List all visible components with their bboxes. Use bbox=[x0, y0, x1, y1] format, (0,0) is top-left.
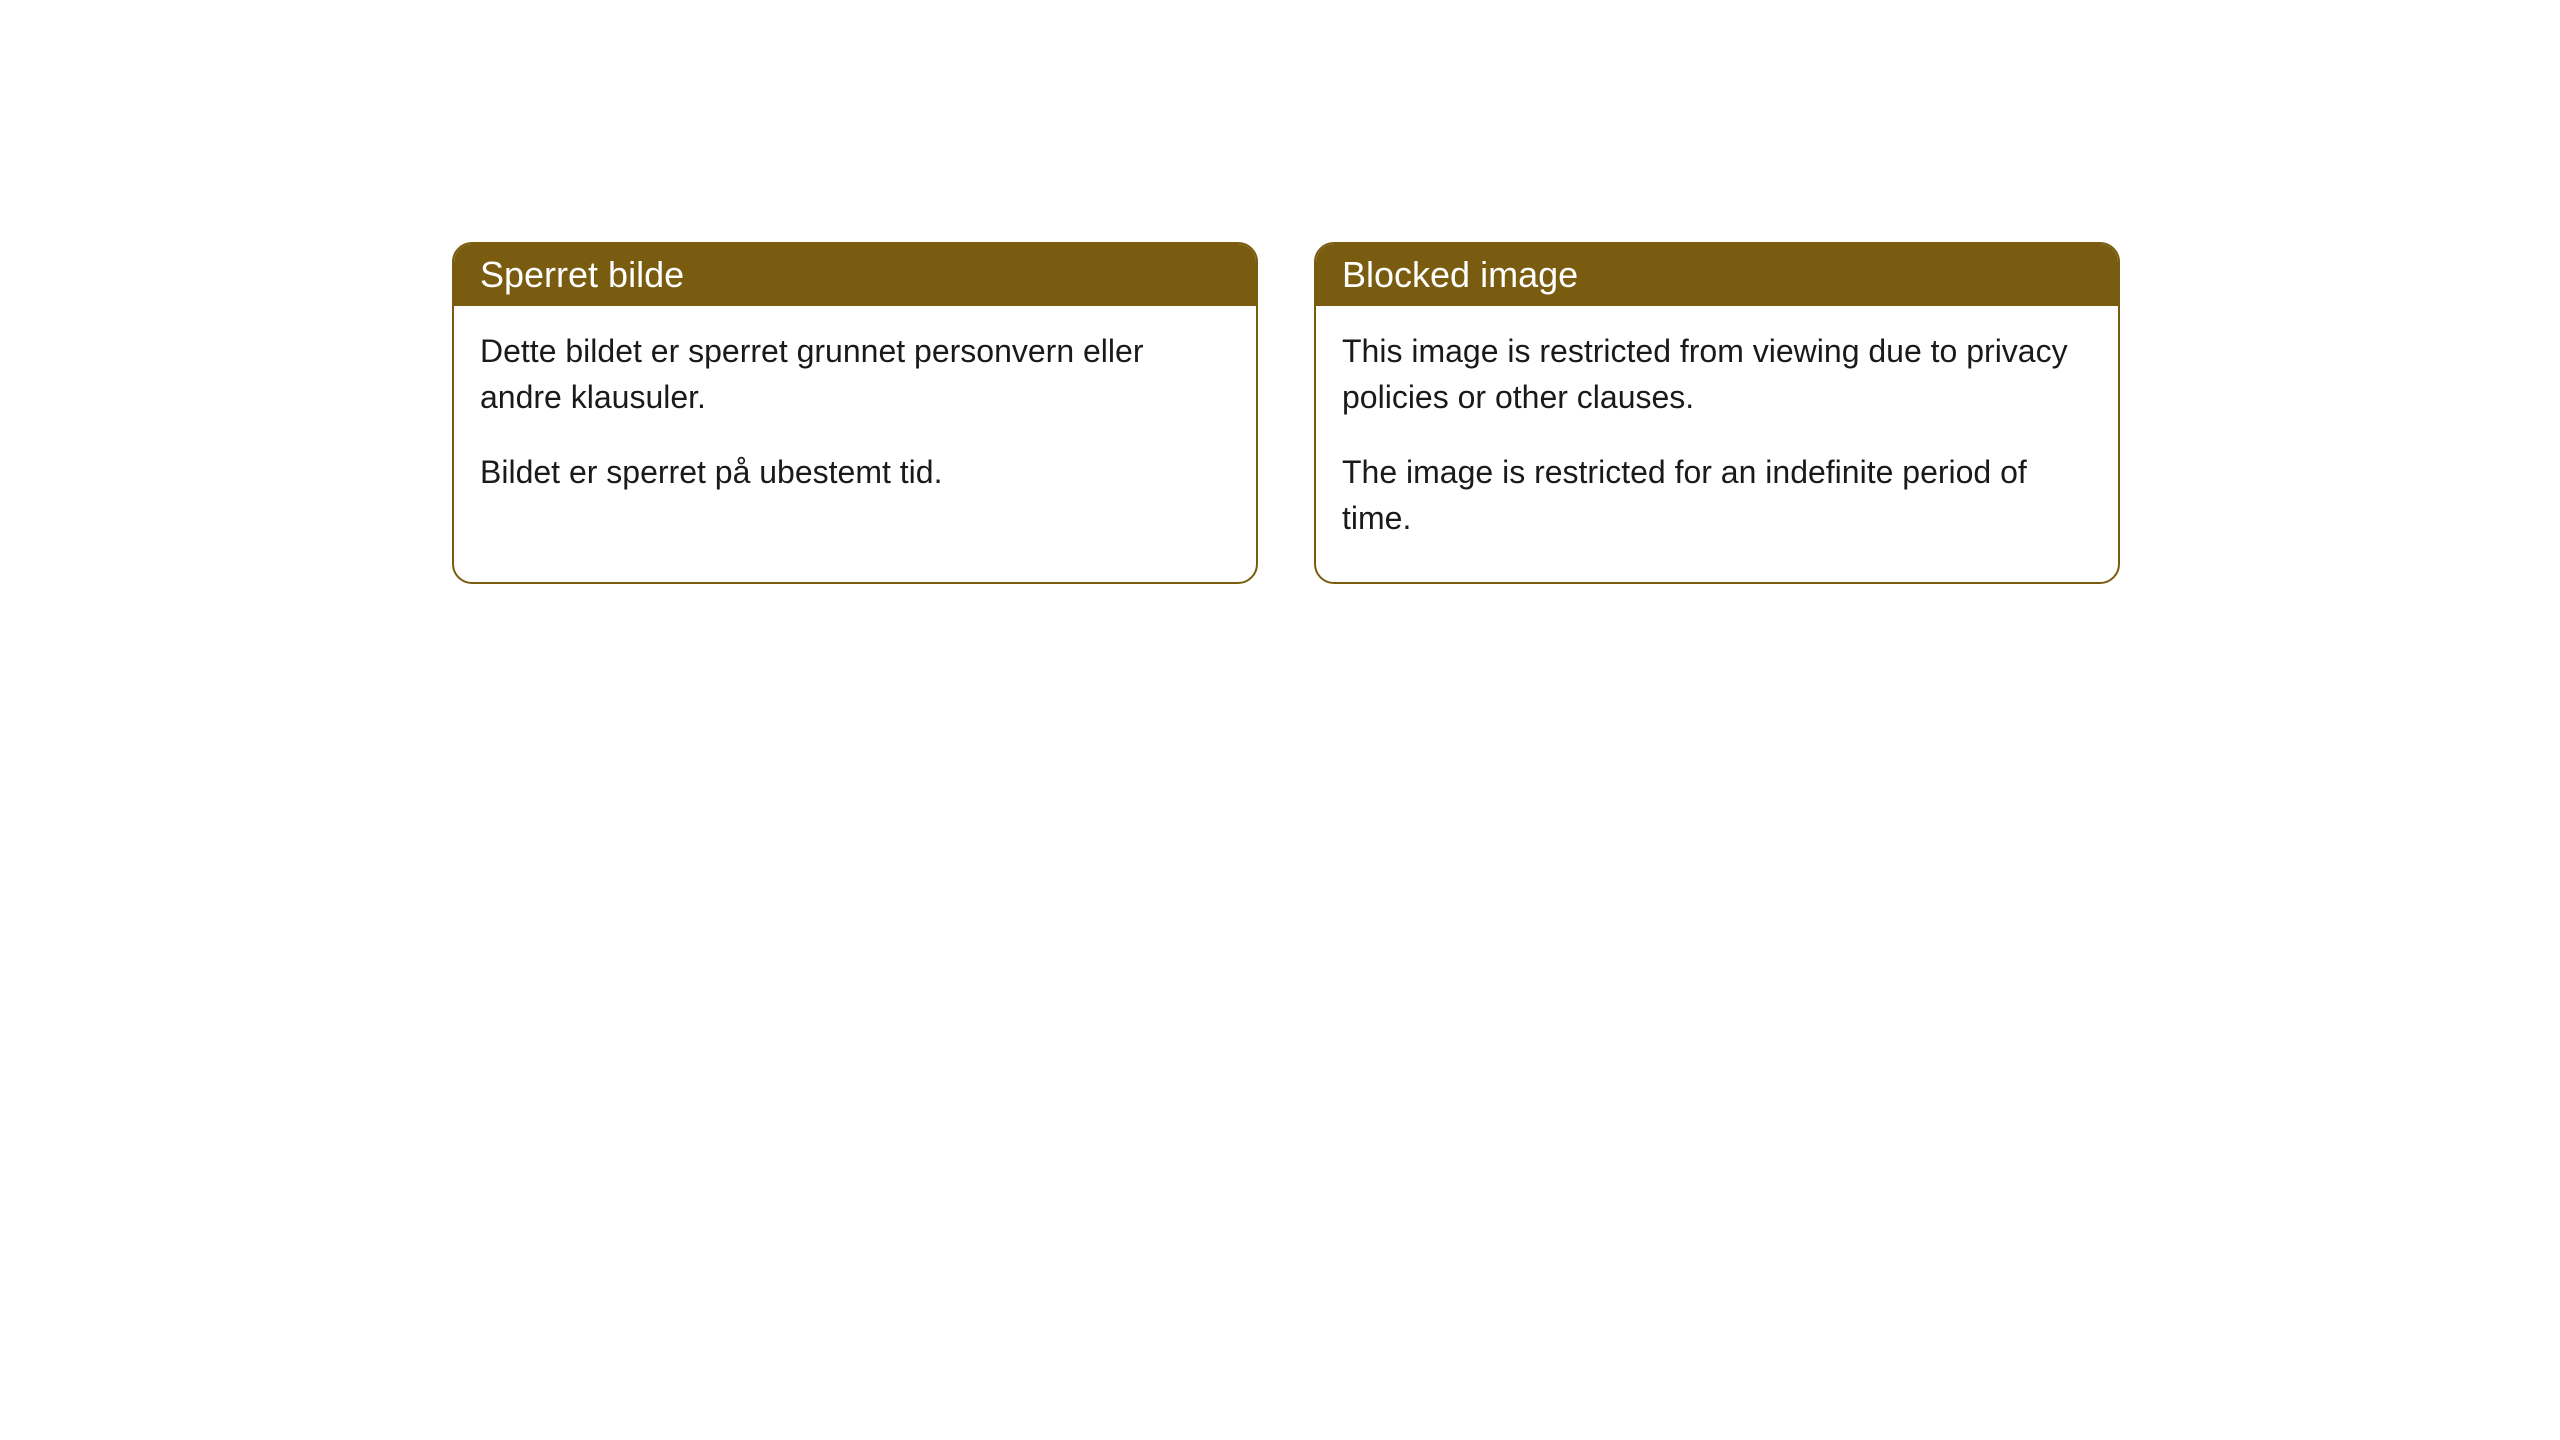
card-paragraph: The image is restricted for an indefinit… bbox=[1342, 449, 2092, 542]
blocked-image-card-en: Blocked image This image is restricted f… bbox=[1314, 242, 2120, 584]
card-header: Sperret bilde bbox=[454, 244, 1256, 306]
card-title: Blocked image bbox=[1342, 254, 1578, 295]
card-body: Dette bildet er sperret grunnet personve… bbox=[454, 306, 1256, 535]
card-paragraph: Dette bildet er sperret grunnet personve… bbox=[480, 328, 1230, 421]
card-paragraph: Bildet er sperret på ubestemt tid. bbox=[480, 449, 1230, 495]
card-body: This image is restricted from viewing du… bbox=[1316, 306, 2118, 582]
card-paragraph: This image is restricted from viewing du… bbox=[1342, 328, 2092, 421]
card-title: Sperret bilde bbox=[480, 254, 684, 295]
blocked-image-card-no: Sperret bilde Dette bildet er sperret gr… bbox=[452, 242, 1258, 584]
card-header: Blocked image bbox=[1316, 244, 2118, 306]
notice-cards-container: Sperret bilde Dette bildet er sperret gr… bbox=[452, 242, 2120, 584]
